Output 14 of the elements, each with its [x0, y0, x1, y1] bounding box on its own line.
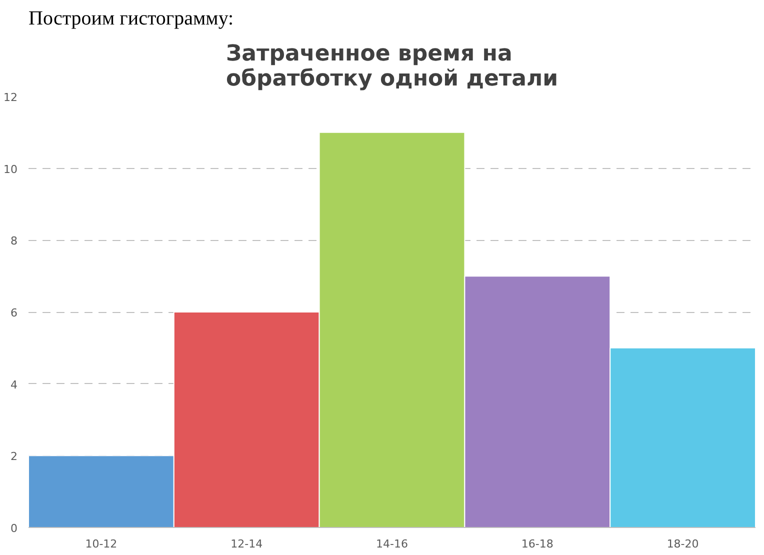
y-tick-label: 12 [4, 91, 18, 104]
y-tick-label: 4 [10, 378, 18, 392]
y-tick-label: 0 [10, 522, 18, 535]
chart-title: Затраченное время на обратботку одной детали [226, 42, 558, 92]
x-tick-label: 12-14 [230, 538, 263, 550]
x-tick-label: 10-12 [85, 538, 118, 550]
text: Построим гистограмму: [28, 8, 234, 30]
x-tick-label: 18-20 [666, 538, 699, 550]
y-tick-label: 10 [4, 162, 18, 176]
x-tick-label: 16-18 [521, 538, 554, 550]
y-tick-label: 2 [10, 450, 18, 464]
y-tick-label: 6 [10, 306, 18, 320]
y-tick-label: 8 [10, 234, 18, 248]
x-tick-label: 14-16 [376, 538, 408, 550]
